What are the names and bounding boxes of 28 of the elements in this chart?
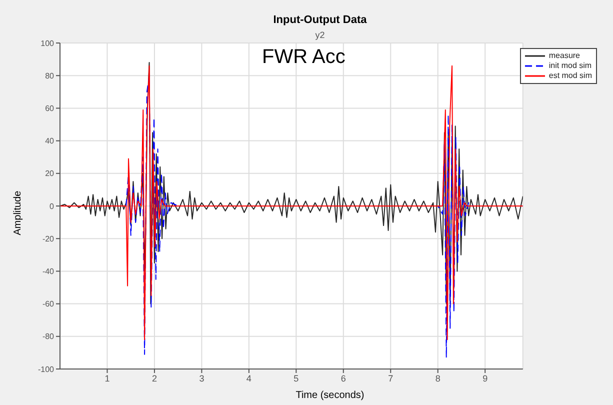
legend-label: measure: [548, 51, 580, 61]
y-tick-label: -40: [42, 267, 55, 276]
y-tick-label: 20: [45, 169, 55, 178]
x-tick-label: 1: [104, 373, 110, 384]
x-tick-label: 5: [294, 373, 299, 384]
x-axis-title: Time (seconds): [294, 390, 366, 401]
y-tick-label: 80: [45, 71, 55, 80]
x-tick-label: 8: [435, 373, 440, 384]
y-tick-label: -20: [42, 234, 55, 244]
chart-title: Input-Output Data: [272, 14, 368, 26]
legend-label: init mod sim: [548, 61, 592, 71]
chart-subtitle: y2: [314, 30, 326, 40]
x-tick-label: 9: [482, 373, 488, 384]
annotation: FWR Acc: [262, 46, 346, 69]
y-axis-title: Amplitude: [12, 190, 24, 236]
y-tick-label: 100: [40, 38, 55, 48]
x-tick-label: 6: [340, 373, 346, 384]
x-tick-label: 4: [246, 373, 252, 384]
y-tick-label: 0: [50, 202, 55, 211]
legend-label: est mod sim: [548, 71, 592, 81]
x-tick-label: 7: [388, 373, 394, 384]
x-tick-label: 3: [199, 373, 204, 384]
y-tick-label: -100: [38, 364, 55, 374]
y-tick-label: 60: [45, 104, 55, 114]
x-tick-label: 2: [152, 373, 157, 384]
y-tick-label: -80: [42, 332, 55, 342]
y-tick-label: 40: [45, 136, 55, 146]
y-tick-label: -60: [42, 300, 55, 309]
